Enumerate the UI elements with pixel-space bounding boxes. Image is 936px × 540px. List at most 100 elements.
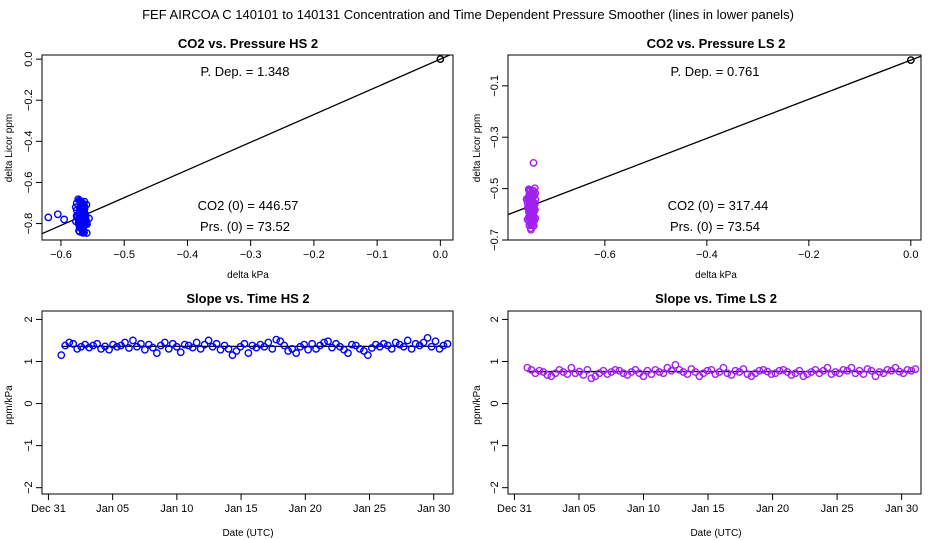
data-point (703, 366, 712, 375)
data-point (248, 341, 257, 350)
data-point (827, 370, 836, 379)
data-point (603, 370, 612, 379)
data-point (531, 195, 540, 204)
panel-hs-slope: Slope vs. Time HS 2 Date (UTC) ppm/kPa D… (4, 291, 454, 539)
plot-marks (57, 334, 452, 360)
data-point (160, 338, 169, 347)
data-point (264, 338, 273, 347)
x-tick-label: Jan 15 (225, 503, 258, 515)
data-point (172, 342, 181, 351)
fit-line (508, 55, 921, 216)
data-point (395, 340, 404, 349)
data-point (44, 213, 53, 222)
data-point (535, 366, 544, 375)
x-tick-label: Jan 30 (417, 503, 450, 515)
data-point (823, 363, 832, 372)
data-point (85, 343, 94, 352)
data-point (379, 339, 388, 348)
y-tick-label: −0.1 (489, 75, 501, 97)
data-point (256, 340, 265, 349)
data-point (73, 344, 82, 353)
x-tick-label: −0.2 (798, 249, 820, 261)
y-axis-label: ppm/kPa (472, 385, 483, 425)
data-point (655, 368, 664, 376)
data-point (683, 370, 692, 379)
y-tick-label: 0 (23, 400, 35, 406)
data-point (280, 341, 289, 350)
data-point (895, 367, 904, 376)
data-point (795, 366, 804, 375)
data-point (121, 338, 129, 347)
data-point (831, 368, 840, 376)
x-tick-label: Jan 10 (160, 503, 193, 515)
data-point (799, 372, 808, 381)
data-point (113, 342, 121, 351)
data-point (524, 185, 533, 194)
data-point (180, 340, 189, 349)
data-point (391, 338, 400, 347)
data-point (65, 338, 74, 347)
y-tick-label: −0.7 (489, 229, 501, 251)
pdep-annotation: P. Dep. = 0.761 (670, 64, 759, 79)
data-point (743, 370, 752, 379)
x-axis-label: Date (UTC) (690, 528, 741, 539)
x-tick-label: −0.6 (594, 249, 616, 261)
data-point (567, 363, 576, 372)
data-point (719, 363, 728, 372)
data-point (216, 345, 225, 354)
data-point (228, 351, 237, 360)
x-tick-label: −0.4 (177, 249, 199, 261)
y-tick-label: −1 (23, 439, 35, 452)
panel-hs-pressure: CO2 vs. Pressure HS 2 delta kPa delta Li… (4, 36, 454, 281)
data-point (863, 365, 872, 373)
y-tick-label: 2 (23, 316, 35, 322)
co2-zero-annotation: CO2 (0) = 446.57 (198, 198, 299, 213)
data-point (399, 342, 408, 351)
data-point (807, 368, 816, 376)
y-tick-label: 1 (489, 358, 501, 364)
data-point (607, 368, 616, 376)
data-point (371, 340, 380, 349)
data-point (93, 339, 101, 348)
y-tick-label: 0 (489, 400, 501, 406)
data-point (296, 342, 305, 351)
y-axis-label: delta Licor ppm (472, 114, 483, 182)
y-tick-label: −0.3 (489, 126, 501, 148)
data-point (803, 370, 812, 379)
data-point (125, 344, 133, 352)
origin-point (906, 56, 915, 65)
data-point (184, 341, 193, 350)
data-point (707, 365, 716, 374)
data-point (152, 349, 161, 357)
data-point (659, 369, 668, 378)
x-tick-label: −0.1 (366, 249, 388, 261)
plot-frame (41, 54, 454, 241)
data-point (875, 368, 884, 376)
x-tick-label: Jan 25 (821, 503, 854, 515)
data-point (579, 371, 588, 379)
data-point (611, 365, 620, 374)
data-point (907, 366, 916, 375)
data-point (627, 368, 636, 376)
data-point (647, 370, 656, 379)
data-point (839, 365, 848, 374)
data-point (427, 342, 436, 351)
data-point (387, 344, 396, 353)
data-point (324, 337, 332, 346)
data-point (403, 336, 412, 345)
x-axis-label: delta kPa (695, 270, 737, 281)
prs-zero-annotation: Prs. (0) = 73.54 (670, 219, 760, 234)
data-point (232, 347, 241, 355)
data-point (148, 343, 157, 352)
data-point (344, 349, 352, 357)
data-point (847, 363, 856, 372)
co2-zero-annotation: CO2 (0) = 317.44 (668, 198, 769, 213)
fit-line (42, 55, 452, 235)
x-tick-label: Jan 05 (562, 503, 595, 515)
data-point (787, 371, 796, 379)
prs-zero-annotation: Prs. (0) = 73.52 (200, 219, 290, 234)
data-point (78, 212, 87, 220)
data-point (411, 339, 420, 348)
data-point (320, 338, 328, 347)
plot-marks (42, 55, 452, 237)
